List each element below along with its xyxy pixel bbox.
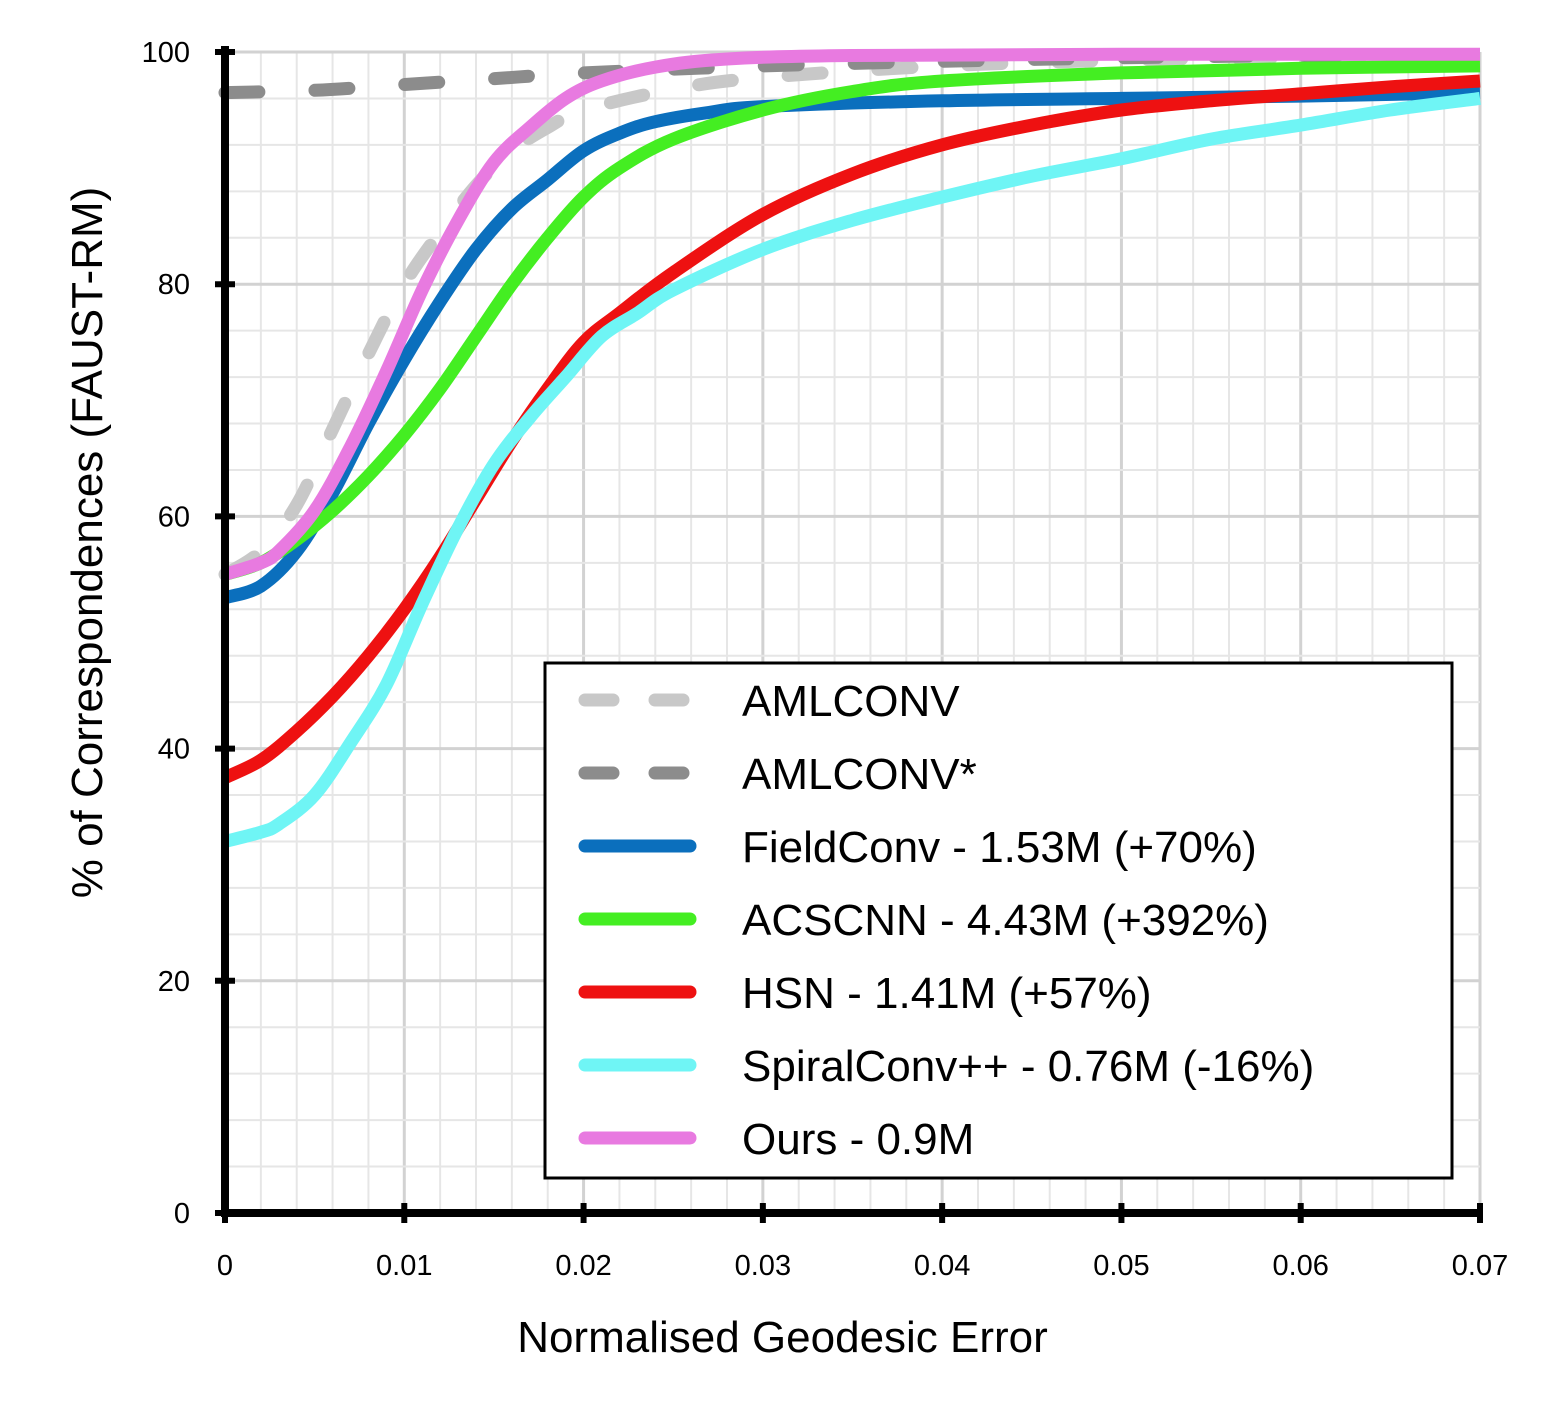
axes (215, 46, 1483, 1223)
series-line-0 (218, 47, 1487, 581)
x-axis-title: Normalised Geodesic Error (517, 1313, 1048, 1362)
x-tick-label: 0.06 (1272, 1250, 1328, 1282)
x-tick-label: 0.02 (555, 1250, 611, 1282)
series-layer (218, 47, 1487, 848)
series-line-3 (223, 59, 1481, 581)
series-line-5 (223, 91, 1481, 848)
y-tick-label: 0 (174, 1198, 190, 1230)
legend-label-6: Ours - 0.9M (742, 1115, 974, 1164)
x-tick-label: 0.03 (735, 1250, 791, 1282)
series-line-4 (222, 74, 1481, 784)
legend-label-4: HSN - 1.41M (+57%) (742, 969, 1152, 1018)
x-tick-label: 0.05 (1093, 1250, 1149, 1282)
legend-label-2: FieldConv - 1.53M (+70%) (742, 823, 1257, 872)
y-tick-label: 40 (158, 734, 190, 766)
y-axis-title: % of Correspondences (FAUST-RM) (63, 187, 112, 899)
y-tick-label: 20 (158, 966, 190, 998)
x-tick-label: 0 (217, 1250, 233, 1282)
legend-label-0: AMLCONV (742, 677, 960, 726)
legend: AMLCONV AMLCONV* FieldConv - 1.53M (+70%) A… (543, 661, 1454, 1180)
tick-labels: 0 0.01 0.02 0.03 0.04 0.05 0.06 0.07 0 20 40 60 80 10… (142, 37, 1509, 1282)
legend-label-3: ACSCNN - 4.43M (+392%) (742, 896, 1269, 945)
x-tick-label: 0.01 (376, 1250, 432, 1282)
x-tick-label: 0.07 (1452, 1250, 1508, 1282)
legend-label-1: AMLCONV* (742, 750, 977, 799)
y-tick-label: 100 (142, 37, 190, 69)
x-tick-label: 0.04 (914, 1250, 970, 1282)
legend-label-5: SpiralConv++ - 0.76M (-16%) (742, 1042, 1314, 1091)
series-line-6 (223, 47, 1481, 581)
y-tick-label: 60 (158, 501, 190, 533)
y-tick-label: 80 (158, 269, 190, 301)
